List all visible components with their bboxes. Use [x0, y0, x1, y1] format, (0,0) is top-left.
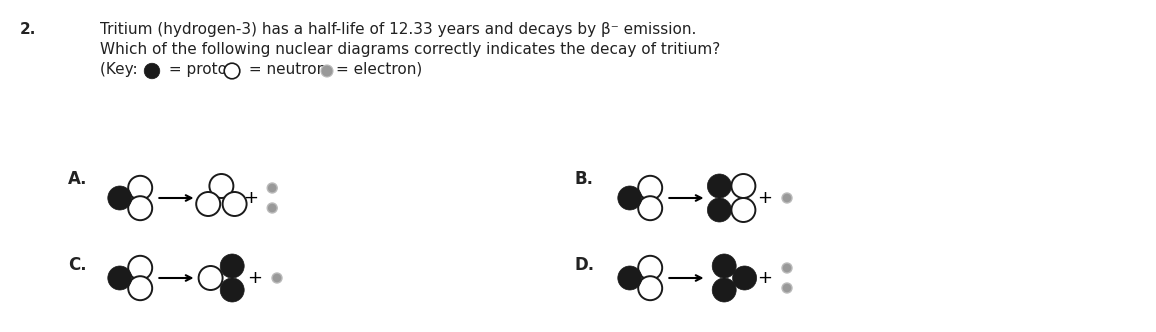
Circle shape — [638, 256, 662, 280]
Text: B.: B. — [575, 170, 594, 188]
Circle shape — [128, 176, 153, 200]
Text: = proton,: = proton, — [164, 62, 242, 77]
Text: Tritium (hydrogen-3) has a half-life of 12.33 years and decays by β⁻ emission.: Tritium (hydrogen-3) has a half-life of … — [101, 22, 696, 37]
Text: +: + — [757, 269, 772, 287]
Circle shape — [781, 283, 792, 293]
Circle shape — [209, 174, 234, 198]
Text: D.: D. — [575, 256, 595, 274]
Text: +: + — [247, 269, 262, 287]
Circle shape — [732, 174, 755, 198]
Circle shape — [638, 196, 662, 220]
Circle shape — [108, 266, 132, 290]
Circle shape — [220, 254, 244, 278]
Circle shape — [267, 203, 277, 213]
Circle shape — [220, 278, 244, 302]
Circle shape — [617, 266, 642, 290]
Circle shape — [638, 176, 662, 200]
Circle shape — [272, 273, 282, 283]
Text: A.: A. — [68, 170, 88, 188]
Circle shape — [781, 193, 792, 203]
Text: 2.: 2. — [20, 22, 36, 37]
Text: Which of the following nuclear diagrams correctly indicates the decay of tritium: Which of the following nuclear diagrams … — [101, 42, 720, 57]
Circle shape — [128, 276, 153, 300]
Circle shape — [781, 263, 792, 273]
Circle shape — [199, 266, 223, 290]
Circle shape — [707, 198, 732, 222]
Circle shape — [712, 254, 736, 278]
Circle shape — [732, 198, 755, 222]
Text: C.: C. — [68, 256, 87, 274]
Circle shape — [638, 276, 662, 300]
Circle shape — [128, 256, 153, 280]
Circle shape — [144, 63, 160, 79]
Text: (Key:: (Key: — [101, 62, 142, 77]
Circle shape — [707, 174, 732, 198]
Circle shape — [321, 65, 333, 77]
Text: +: + — [757, 189, 772, 207]
Circle shape — [197, 192, 220, 216]
Text: +: + — [243, 189, 258, 207]
Circle shape — [712, 278, 736, 302]
Circle shape — [108, 186, 132, 210]
Circle shape — [733, 266, 756, 290]
Circle shape — [224, 63, 239, 79]
Text: = electron): = electron) — [336, 62, 422, 77]
Circle shape — [617, 186, 642, 210]
Circle shape — [128, 196, 153, 220]
Text: = neutron,: = neutron, — [244, 62, 331, 77]
Circle shape — [223, 192, 246, 216]
Circle shape — [267, 183, 277, 193]
